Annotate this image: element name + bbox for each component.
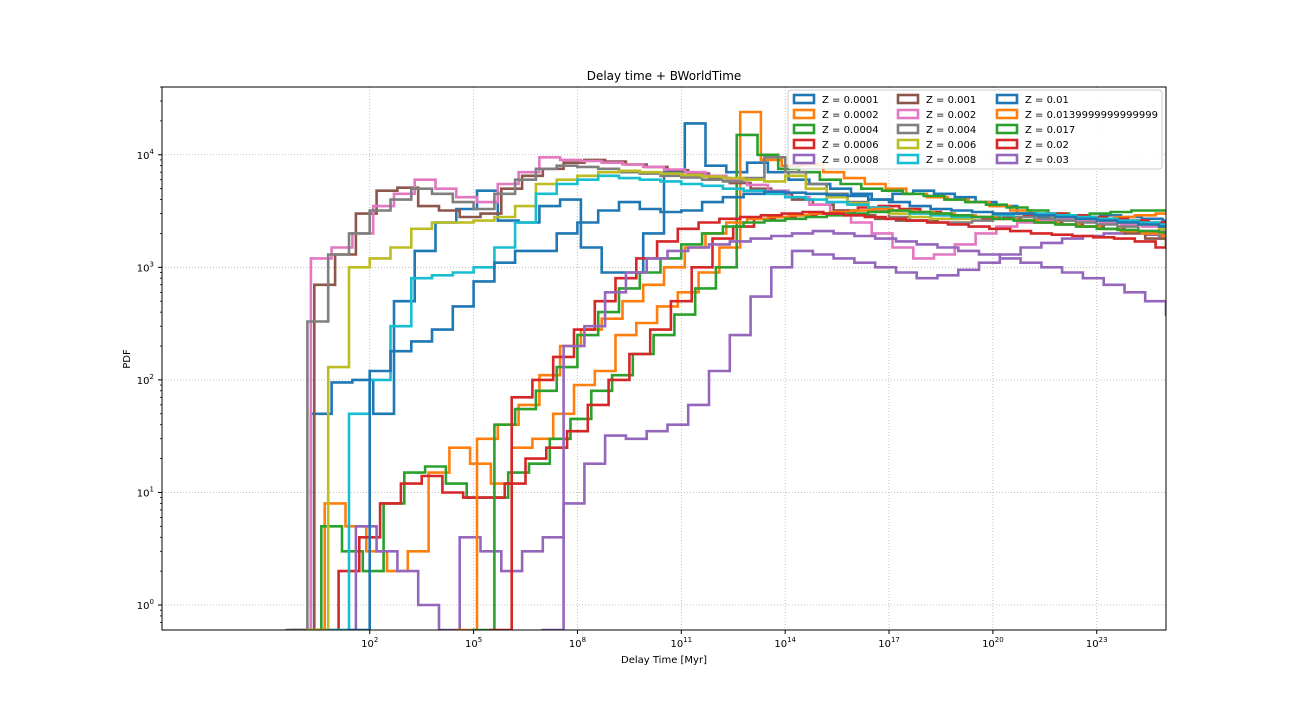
x-axis-label: Delay Time [Myr]	[621, 655, 707, 666]
legend-label: Z = 0.008	[926, 155, 976, 166]
legend-label: Z = 0.0006	[822, 140, 879, 151]
x-tick-label: 1011	[670, 636, 692, 650]
legend-swatch	[896, 93, 920, 105]
series-step-15	[541, 229, 1166, 630]
legend-swatch	[792, 93, 816, 105]
x-tick-label: 1020	[982, 636, 1004, 650]
y-axis: 100 101 102 103 104	[137, 86, 162, 623]
legend-label: Z = 0.0004	[822, 125, 879, 136]
legend-swatch	[792, 108, 816, 120]
y-tick-label: 103	[137, 260, 154, 274]
chart-title: Delay time + BWorldTime	[587, 69, 742, 83]
legend-label: Z = 0.02	[1025, 140, 1069, 151]
legend-label: Z = 0.03	[1025, 155, 1069, 166]
legend-label: Z = 0.004	[926, 125, 976, 136]
legend: Z = 0.0001 Z = 0.0002 Z = 0.0004 Z = 0.0006…	[787, 89, 1163, 170]
y-tick-label: 102	[137, 373, 154, 387]
legend-swatch	[792, 153, 816, 165]
legend-label: Z = 0.001	[926, 95, 976, 106]
series-step-5	[333, 229, 1166, 630]
legend-swatch	[995, 123, 1019, 135]
legend-swatch	[995, 138, 1019, 150]
legend-swatch	[995, 93, 1019, 105]
x-tick-label: 1014	[774, 636, 796, 650]
series-step-13	[472, 209, 1166, 630]
series-step-11	[347, 190, 1166, 630]
series-step-7	[288, 156, 1166, 630]
series-step-14	[489, 210, 1166, 630]
y-tick-label: 104	[137, 148, 155, 162]
legend-swatch	[995, 108, 1019, 120]
legend-label: Z = 0.006	[926, 140, 976, 151]
x-tick-label: 105	[465, 636, 482, 650]
legend-swatch	[995, 153, 1019, 165]
legend-swatch	[896, 123, 920, 135]
y-tick-label: 101	[137, 485, 154, 499]
legend-label: Z = 0.017	[1025, 125, 1075, 136]
legend-label: Z = 0.0002	[822, 110, 879, 121]
series-layer	[285, 110, 1166, 630]
x-tick-label: 1017	[878, 636, 900, 650]
legend-label: Z = 0.0139999999999999	[1025, 110, 1158, 121]
legend-swatch	[792, 138, 816, 150]
legend-label: Z = 0.0008	[822, 155, 879, 166]
plot-frame	[161, 86, 1167, 631]
legend-swatch	[896, 108, 920, 120]
y-axis-label: PDF	[122, 349, 133, 369]
x-tick-label: 108	[569, 636, 586, 650]
legend-swatch	[896, 153, 920, 165]
legend-label: Z = 0.0001	[822, 95, 879, 106]
x-axis: 102 105 108 1011 1014 1017 1020 1023	[361, 630, 1108, 650]
legend-box	[787, 89, 1163, 170]
y-tick-label: 100	[137, 598, 154, 612]
x-tick-label: 1023	[1086, 636, 1108, 650]
series-step-3	[299, 133, 1166, 630]
series-step-1	[288, 122, 1166, 630]
x-tick-label: 102	[361, 636, 378, 650]
legend-swatch	[792, 123, 816, 135]
legend-label: Z = 0.002	[926, 110, 976, 121]
legend-swatch	[896, 138, 920, 150]
legend-label: Z = 0.01	[1025, 95, 1069, 106]
